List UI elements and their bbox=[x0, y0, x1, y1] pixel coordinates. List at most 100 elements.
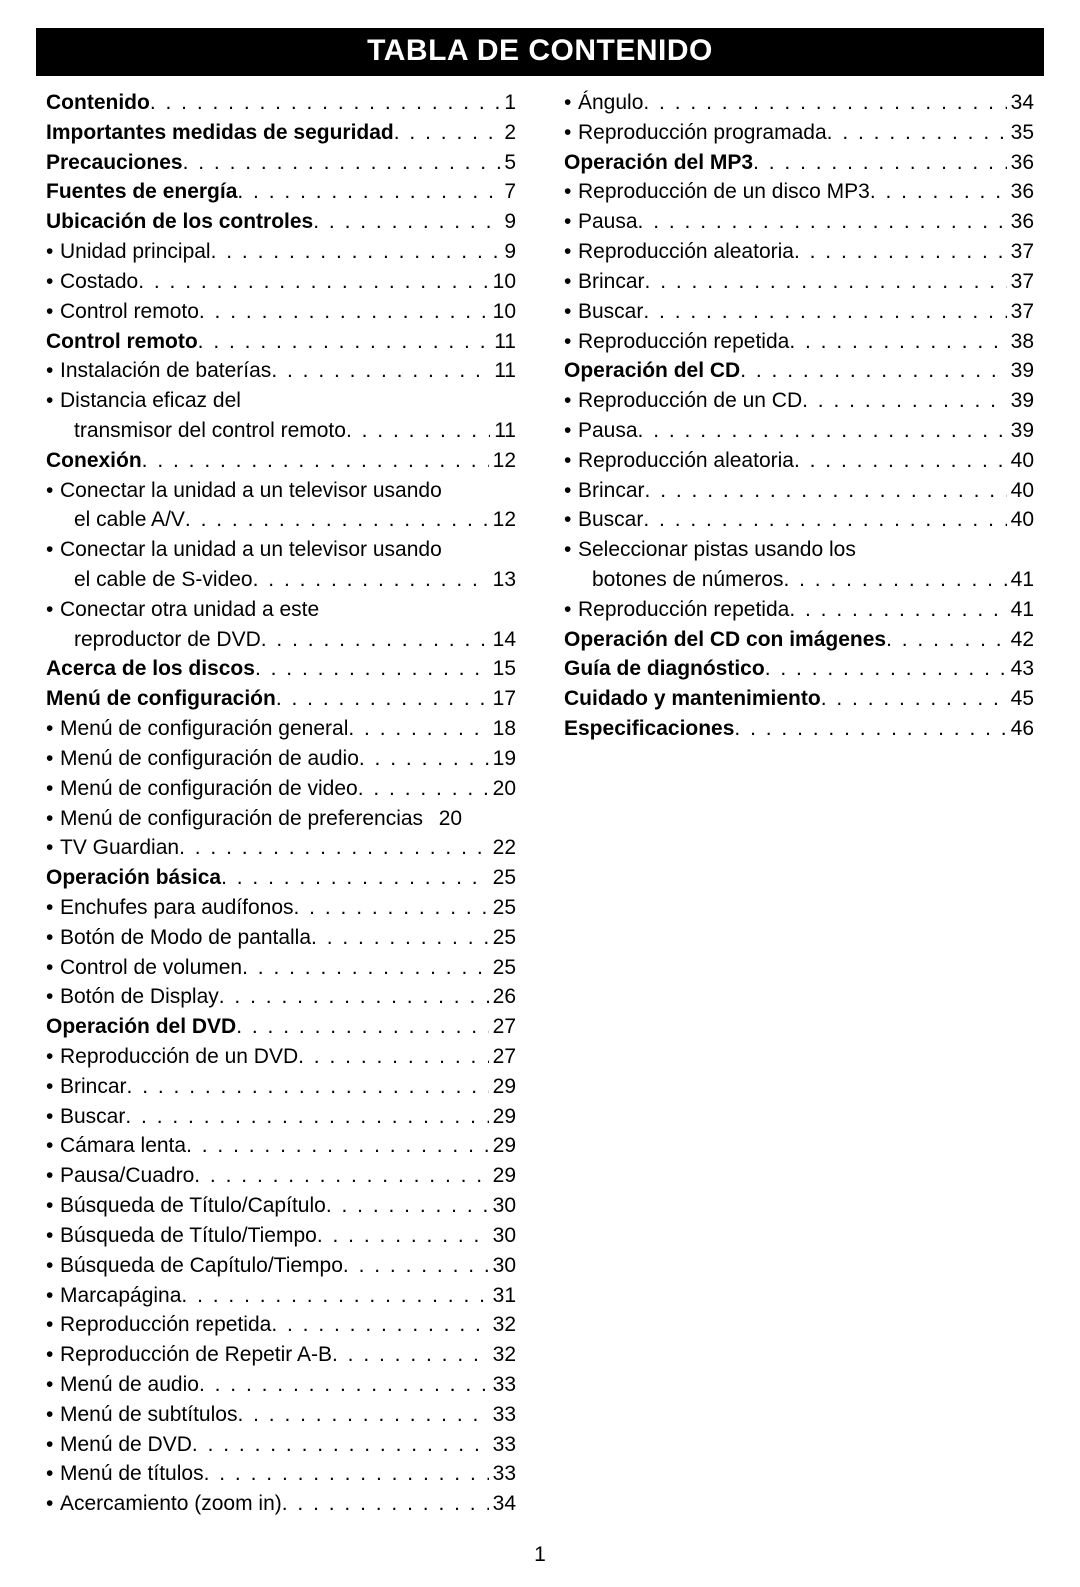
toc-label: Menú de configuración bbox=[46, 684, 276, 714]
toc-entry: • Unidad principal9 bbox=[46, 237, 516, 267]
toc-entry: • Reproducción aleatoria37 bbox=[564, 237, 1034, 267]
toc-label: botones de números bbox=[592, 565, 783, 595]
dot-leader bbox=[645, 267, 1007, 297]
toc-entry: Precauciones5 bbox=[46, 148, 516, 178]
dot-leader bbox=[765, 654, 1007, 684]
dot-leader bbox=[142, 446, 489, 476]
toc-label: Conectar otra unidad a este bbox=[60, 595, 319, 625]
toc-label: Seleccionar pistas usando los bbox=[578, 535, 856, 565]
toc-entry: • Conectar otra unidad a este bbox=[46, 595, 516, 625]
toc-page: 33 bbox=[489, 1370, 516, 1400]
toc-label: reproductor de DVD bbox=[74, 625, 261, 655]
bullet-icon: • bbox=[46, 1310, 60, 1340]
toc-entry: • Pausa/Cuadro29 bbox=[46, 1161, 516, 1191]
dot-leader bbox=[255, 654, 489, 684]
bullet-icon: • bbox=[46, 1042, 60, 1072]
bullet-icon: • bbox=[46, 953, 60, 983]
toc-entry: • Reproducción de un CD 39 bbox=[564, 386, 1034, 416]
toc-page: 30 bbox=[489, 1251, 516, 1281]
toc-label: Operación del CD con imágenes bbox=[564, 625, 886, 655]
toc-label: Precauciones bbox=[46, 148, 183, 178]
dot-leader bbox=[199, 297, 489, 327]
toc-page: 19 bbox=[489, 744, 516, 774]
dot-leader bbox=[343, 1251, 489, 1281]
toc-entry: • Menú de configuración de video20 bbox=[46, 774, 516, 804]
dot-leader bbox=[643, 88, 1006, 118]
toc-page: 35 bbox=[1007, 118, 1034, 148]
toc-entry: • Acercamiento (zoom in)34 bbox=[46, 1489, 516, 1519]
toc-page: 34 bbox=[489, 1489, 516, 1519]
dot-leader bbox=[237, 177, 500, 207]
bullet-icon: • bbox=[46, 804, 60, 834]
dot-leader bbox=[638, 416, 1007, 446]
toc-entry: • Buscar37 bbox=[564, 297, 1034, 327]
dot-leader bbox=[183, 148, 501, 178]
toc-label: Operación del CD bbox=[564, 356, 740, 386]
toc-label: Guía de diagnóstico bbox=[564, 654, 765, 684]
toc-entry: • Reproducción aleatoria40 bbox=[564, 446, 1034, 476]
toc-entry: Control remoto 11 bbox=[46, 327, 516, 357]
bullet-icon: • bbox=[46, 1459, 60, 1489]
toc-page: 39 bbox=[1007, 386, 1034, 416]
toc-label: Brincar bbox=[578, 267, 645, 297]
toc-page: 11 bbox=[490, 327, 516, 357]
dot-leader bbox=[185, 505, 489, 535]
toc-entry: Contenido1 bbox=[46, 88, 516, 118]
toc-title: TABLA DE CONTENIDO bbox=[36, 28, 1044, 76]
bullet-icon: • bbox=[46, 1400, 60, 1430]
toc-label: Reproducción de un CD bbox=[578, 386, 802, 416]
toc-entry: • Reproducción de un disco MP336 bbox=[564, 177, 1034, 207]
toc-label: Reproducción programada bbox=[578, 118, 827, 148]
dot-leader bbox=[643, 297, 1006, 327]
toc-label: Pausa/Cuadro bbox=[60, 1161, 194, 1191]
toc-label: Menú de configuración general bbox=[60, 714, 348, 744]
toc-page: 33 bbox=[489, 1400, 516, 1430]
toc-entry: Operación del MP336 bbox=[564, 148, 1034, 178]
toc-label: Reproducción repetida bbox=[60, 1310, 271, 1340]
bullet-icon: • bbox=[46, 1370, 60, 1400]
toc-label: Reproducción aleatoria bbox=[578, 446, 794, 476]
toc-entry: • Buscar29 bbox=[46, 1102, 516, 1132]
toc-page: 36 bbox=[1007, 148, 1034, 178]
toc-page: 20 bbox=[489, 774, 516, 804]
toc-entry: • Reproducción repetida41 bbox=[564, 595, 1034, 625]
toc-page: 12 bbox=[489, 505, 516, 535]
bullet-icon: • bbox=[46, 923, 60, 953]
dot-leader bbox=[643, 505, 1006, 535]
toc-label: Cuidado y mantenimiento bbox=[564, 684, 821, 714]
toc-page: 1 bbox=[500, 88, 516, 118]
toc-page: 42 bbox=[1007, 625, 1034, 655]
toc-label: el cable de S-video bbox=[74, 565, 253, 595]
toc-label: Reproducción de Repetir A-B bbox=[60, 1340, 332, 1370]
toc-entry: • Conectar la unidad a un televisor usan… bbox=[46, 535, 516, 565]
dot-leader bbox=[125, 1102, 488, 1132]
toc-label: Ubicación de los controles bbox=[46, 207, 313, 237]
bullet-icon: • bbox=[564, 386, 578, 416]
toc-page: 36 bbox=[1007, 207, 1034, 237]
toc-page: 18 bbox=[489, 714, 516, 744]
toc-entry: • Reproducción de Repetir A-B32 bbox=[46, 1340, 516, 1370]
toc-label: Instalación de baterías bbox=[60, 356, 271, 386]
indent bbox=[564, 565, 592, 595]
toc-entry: reproductor de DVD 14 bbox=[46, 625, 516, 655]
toc-page: 29 bbox=[489, 1131, 516, 1161]
bullet-icon: • bbox=[564, 297, 578, 327]
toc-label: Menú de configuración de video bbox=[60, 774, 358, 804]
dot-leader bbox=[194, 1161, 488, 1191]
dot-leader bbox=[827, 118, 1007, 148]
toc-label: Búsqueda de Título/Tiempo bbox=[60, 1221, 317, 1251]
bullet-icon: • bbox=[564, 535, 578, 565]
toc-label: Control remoto bbox=[46, 327, 198, 357]
toc-page: 14 bbox=[489, 625, 516, 655]
dot-leader bbox=[311, 923, 489, 953]
toc-label: Reproducción aleatoria bbox=[578, 237, 794, 267]
toc-entry: • Costado10 bbox=[46, 267, 516, 297]
toc-page: 41 bbox=[1007, 595, 1034, 625]
toc-page: 29 bbox=[489, 1072, 516, 1102]
toc-entry: • Menú de títulos33 bbox=[46, 1459, 516, 1489]
toc-entry: • Búsqueda de Título/Capítulo30 bbox=[46, 1191, 516, 1221]
dot-leader bbox=[282, 1489, 489, 1519]
dot-leader bbox=[221, 863, 489, 893]
toc-page: 39 bbox=[1007, 356, 1034, 386]
dot-leader bbox=[127, 1072, 489, 1102]
